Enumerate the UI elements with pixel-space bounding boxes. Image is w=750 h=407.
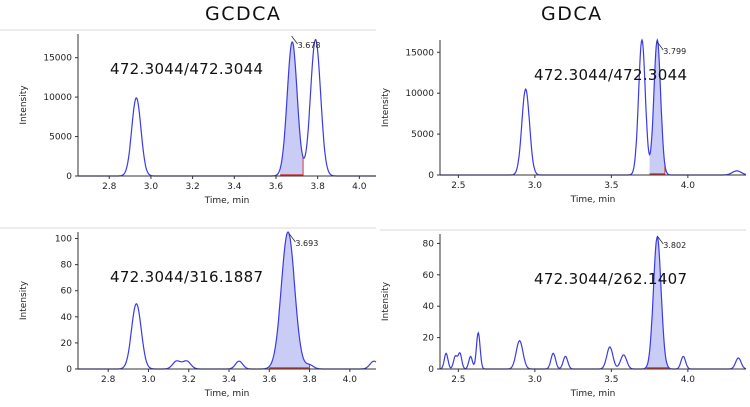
y-tick-label: 60 (423, 271, 435, 281)
transition-label: 472.3044/472.3044 (534, 66, 687, 84)
chromatogram-trace (440, 235, 747, 370)
x-axis-label: Time, min (570, 389, 616, 399)
y-tick-label: 0 (66, 365, 72, 375)
y-axis-label: Intensity (381, 281, 391, 321)
y-tick-label: 10000 (405, 89, 434, 99)
x-tick-label: 3.5 (604, 181, 618, 191)
y-tick-label: 0 (66, 172, 72, 182)
peak-apex-label: 3.799 (663, 47, 686, 56)
x-axis-label: Time, min (204, 389, 250, 399)
y-axis-label: Intensity (19, 280, 29, 320)
transition-label: 472.3044/316.1887 (110, 268, 263, 286)
y-tick-label: 5000 (49, 133, 72, 143)
peak-apex-label: 3.678 (298, 41, 321, 50)
y-tick-label: 100 (55, 235, 72, 245)
x-tick-label: 3.0 (528, 181, 543, 191)
y-tick-label: 0 (428, 171, 434, 181)
integrated-area (649, 40, 665, 175)
y-tick-label: 40 (61, 313, 73, 323)
chart-panel-top-right: 3.799 2.5 3.0 3.5 4.0 0 5000 10000 15000 Time, mi… (381, 38, 747, 205)
y-tick-label: 15000 (405, 48, 434, 58)
x-tick-label: 3.0 (144, 182, 159, 192)
chromatogram-trace (440, 38, 747, 176)
apex-pointer (656, 41, 664, 51)
y-tick-label: 80 (423, 239, 435, 249)
x-tick-label: 2.8 (102, 182, 117, 192)
x-axis-label: Time, min (204, 196, 250, 206)
x-tick-label: 3.0 (141, 375, 156, 385)
x-tick-label: 4.0 (352, 182, 367, 192)
y-tick-label: 5000 (411, 130, 434, 140)
x-tick-label: 3.2 (185, 182, 199, 192)
x-tick-label: 3.8 (310, 182, 325, 192)
x-tick-label: 4.0 (681, 181, 696, 191)
integrated-area (280, 41, 304, 177)
y-axis-label: Intensity (19, 85, 29, 125)
y-tick-label: 0 (428, 365, 434, 375)
x-tick-label: 3.2 (182, 375, 196, 385)
apex-pointer (289, 233, 296, 243)
x-tick-label: 3.5 (604, 375, 618, 385)
y-tick-label: 15000 (43, 54, 72, 64)
y-tick-label: 40 (423, 302, 435, 312)
x-tick-label: 2.5 (451, 375, 465, 385)
transition-label: 472.3044/262.1407 (534, 270, 687, 288)
integrated-area (646, 237, 668, 369)
x-tick-label: 4.0 (681, 375, 696, 385)
x-tick-label: 3.6 (269, 182, 284, 192)
x-tick-label: 3.4 (222, 375, 237, 385)
x-axis-label: Time, min (570, 195, 616, 205)
y-axis-label: Intensity (381, 87, 391, 127)
x-tick-label: 3.0 (528, 375, 543, 385)
y-tick-label: 20 (61, 339, 73, 349)
x-tick-label: 4.0 (343, 375, 358, 385)
peak-apex-label: 3.693 (295, 239, 318, 248)
chart-panel-top-left: 3.678 2.8 3.0 3.2 3.4 3.6 3.8 4.0 0 5000 10000 1500… (0, 29, 376, 206)
x-tick-label: 2.8 (101, 375, 116, 385)
y-tick-label: 10000 (43, 93, 72, 103)
apex-pointer (656, 235, 664, 245)
integrated-area (269, 232, 310, 369)
apex-pointer (291, 35, 298, 45)
x-tick-label: 3.6 (262, 375, 277, 385)
chromatogram-trace (78, 231, 377, 370)
transition-label: 472.3044/472.3044 (110, 60, 263, 78)
x-tick-label: 3.8 (302, 375, 317, 385)
chart-panel-bottom-left: 3.693 2.8 3.0 3.2 3.4 3.6 3.8 4.0 0 20 40 60 80 100 Ti… (0, 227, 377, 399)
x-tick-label: 2.5 (451, 181, 465, 191)
title-gdca: GDCA (541, 3, 603, 25)
chart-panel-bottom-right: 3.802 2.5 3.0 3.5 4.0 0 20 40 60 80 Time, min Inten… (380, 229, 747, 399)
y-tick-label: 20 (423, 334, 435, 344)
title-gcdca: GCDCA (205, 3, 282, 25)
y-tick-label: 60 (61, 287, 73, 297)
peak-apex-label: 3.802 (663, 241, 686, 250)
y-tick-label: 80 (61, 261, 73, 271)
x-tick-label: 3.4 (227, 182, 242, 192)
